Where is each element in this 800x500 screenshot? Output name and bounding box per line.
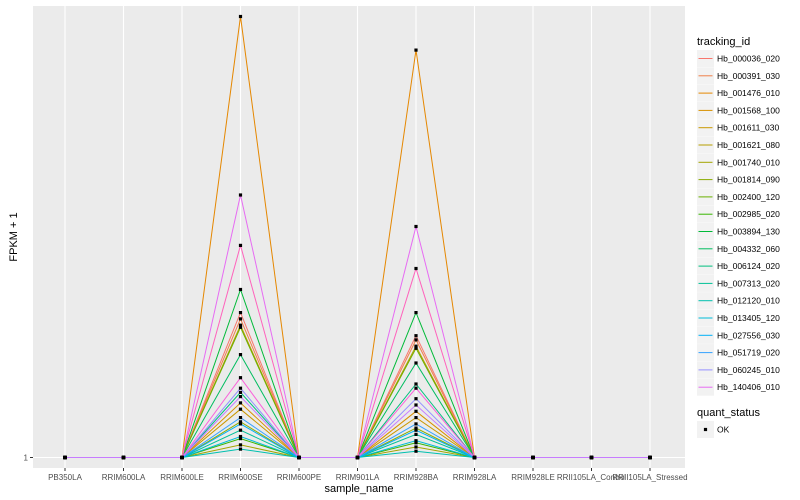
legend-label: Hb_012120_010	[717, 296, 780, 306]
data-point	[238, 443, 243, 447]
data-point	[414, 311, 418, 315]
legend-label: Hb_140406_010	[717, 382, 780, 392]
data-point	[238, 428, 243, 432]
data-point	[355, 455, 360, 460]
legend-label: Hb_001611_030	[717, 123, 780, 133]
data-point	[414, 439, 418, 443]
points-layer	[63, 14, 652, 460]
data-point	[238, 243, 243, 247]
legend: tracking_id quant_status Hb_000036_020 Hb…	[697, 36, 780, 438]
legend-label: Hb_003894_130	[717, 227, 780, 237]
legend-label: Hb_001814_090	[717, 175, 780, 185]
x-tick-label: RRIM901LA	[336, 473, 380, 482]
data-point	[238, 311, 243, 315]
x-tick-label: PB350LA	[48, 473, 82, 482]
x-tick-label: RRIM928BA	[394, 473, 439, 482]
legend-label: Hb_001568_100	[717, 105, 780, 115]
data-point	[414, 346, 418, 350]
y-axis-title: FPKM + 1	[8, 212, 20, 261]
y-axis: 1	[24, 454, 33, 463]
x-axis: PB350LA RRIM600LA RRIM600LE RRIM600SE RRIM60…	[48, 468, 688, 482]
data-point	[297, 455, 301, 460]
data-point	[414, 449, 418, 453]
data-point	[414, 428, 418, 432]
x-tick-label: RRIM600PE	[277, 473, 321, 482]
data-point	[238, 422, 243, 426]
data-point	[121, 455, 126, 460]
y-tick-label: 1	[24, 454, 29, 463]
data-point	[414, 416, 418, 420]
data-point	[238, 317, 243, 321]
legend-label: Hb_007313_020	[717, 278, 780, 288]
legend-label: Hb_001740_010	[717, 157, 780, 167]
data-point	[531, 455, 535, 460]
data-point	[238, 376, 243, 380]
legend-label: Hb_004332_060	[717, 244, 780, 254]
legend-label: Hb_060245_010	[717, 365, 780, 375]
x-tick-label: RRIM600SE	[218, 473, 262, 482]
data-point	[238, 395, 243, 399]
data-point	[414, 361, 418, 365]
data-point	[414, 426, 418, 430]
data-point	[414, 338, 418, 342]
data-point	[414, 334, 418, 338]
legend-label: Hb_006124_020	[717, 261, 780, 271]
legend-label: Hb_001621_080	[717, 140, 780, 150]
plot-background	[33, 6, 685, 468]
data-point	[238, 420, 243, 424]
x-axis-title: sample_name	[324, 483, 393, 495]
data-point	[238, 193, 243, 197]
x-tick-label: RRIM928LE	[511, 473, 555, 482]
x-tick-label: RRII105LA_Control	[557, 473, 627, 482]
data-point	[414, 344, 418, 348]
legend-label: Hb_051719_020	[717, 348, 780, 358]
data-point	[238, 353, 243, 357]
data-point	[238, 323, 243, 327]
data-point	[472, 455, 477, 460]
legend-title-tracking-id: tracking_id	[697, 36, 750, 48]
x-tick-label: RRIM928LA	[453, 473, 497, 482]
data-point	[238, 434, 243, 439]
data-point	[414, 432, 418, 436]
legend-label: Hb_001476_010	[717, 88, 780, 98]
legend-label: Hb_002400_120	[717, 192, 780, 202]
legend-label: Hb_027556_030	[717, 330, 780, 340]
x-tick-label: RRIM600LE	[160, 473, 204, 482]
x-tick-label: RRII105LA_Stressed	[612, 473, 687, 482]
data-point	[414, 266, 418, 271]
legend-label: Hb_000036_020	[717, 54, 780, 64]
data-point	[414, 224, 418, 229]
data-point	[414, 422, 418, 426]
legend-label: Hb_000391_030	[717, 71, 780, 81]
data-point	[414, 382, 418, 386]
data-point	[414, 386, 418, 390]
data-point	[414, 445, 418, 449]
data-point	[238, 407, 243, 411]
data-point	[648, 455, 652, 460]
data-point	[414, 441, 418, 445]
data-point	[238, 390, 243, 394]
legend-title-quant-status: quant_status	[697, 407, 760, 419]
data-point	[238, 401, 243, 405]
legend-label: OK	[717, 425, 730, 435]
data-point	[238, 386, 243, 390]
data-point	[238, 447, 243, 451]
legend-label: Hb_013405_120	[717, 313, 780, 323]
data-point	[414, 397, 418, 401]
legend-key-point	[703, 427, 708, 432]
data-point	[180, 455, 184, 460]
data-point	[414, 48, 418, 52]
legend-label: Hb_002985_020	[717, 209, 780, 219]
data-point	[238, 14, 243, 19]
data-point	[238, 287, 243, 292]
data-point	[414, 403, 418, 407]
x-tick-label: RRIM600LA	[102, 473, 146, 482]
data-point	[238, 437, 243, 441]
data-point	[414, 409, 418, 413]
data-point	[63, 455, 67, 460]
data-point	[238, 416, 243, 420]
data-point	[238, 325, 243, 329]
data-point	[589, 455, 594, 460]
